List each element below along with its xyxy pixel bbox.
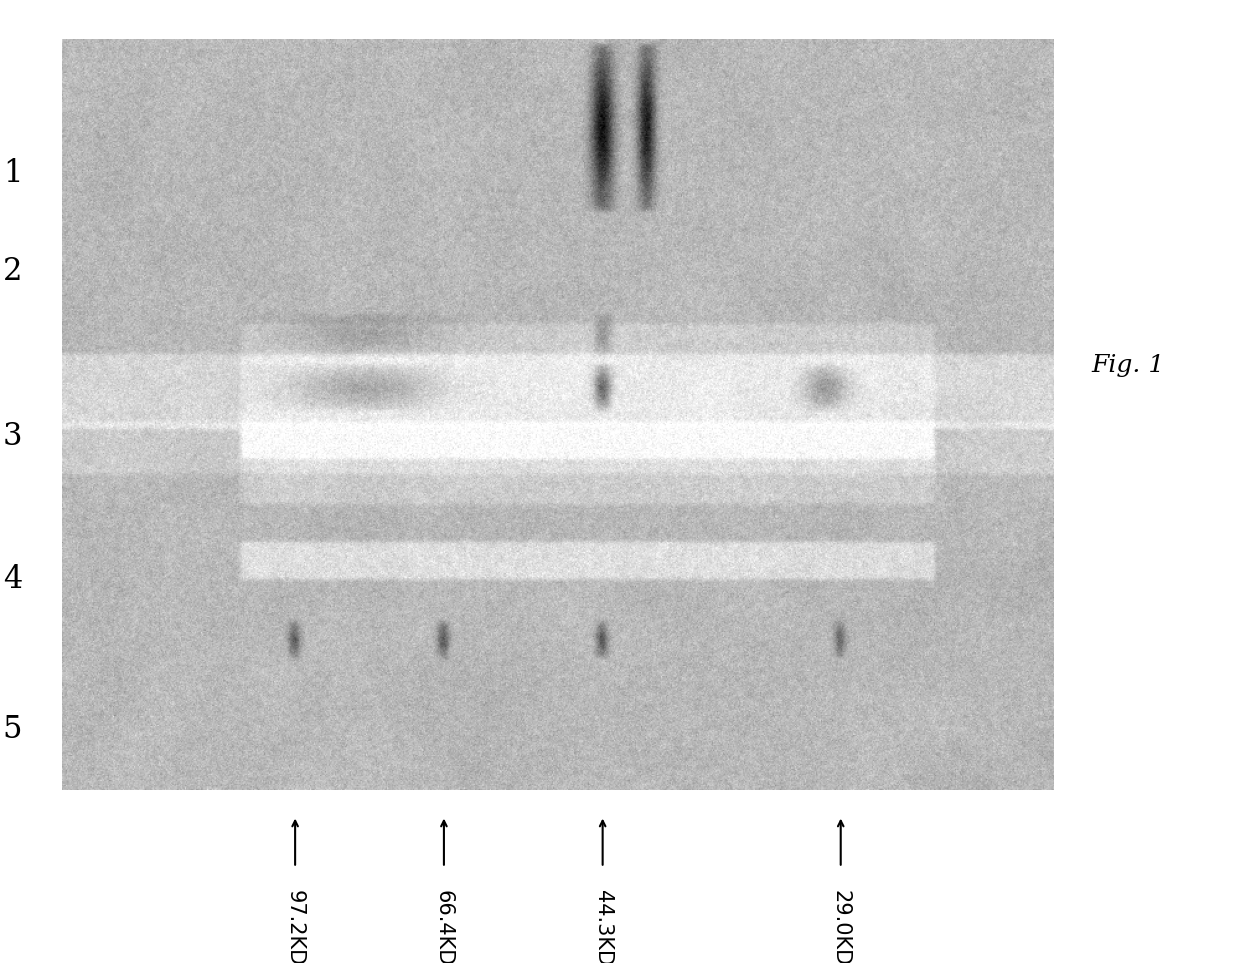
Text: 66.4KD: 66.4KD <box>434 890 454 963</box>
Text: 2: 2 <box>2 256 22 287</box>
Text: 29.0KD: 29.0KD <box>831 890 851 963</box>
Text: 44.3KD: 44.3KD <box>593 890 613 963</box>
Text: 3: 3 <box>2 421 22 452</box>
Text: 5: 5 <box>2 715 22 745</box>
Text: Fig. 1: Fig. 1 <box>1091 354 1166 377</box>
Text: 4: 4 <box>2 564 22 595</box>
Text: 97.2KD: 97.2KD <box>285 890 305 963</box>
Text: 1: 1 <box>2 158 22 189</box>
